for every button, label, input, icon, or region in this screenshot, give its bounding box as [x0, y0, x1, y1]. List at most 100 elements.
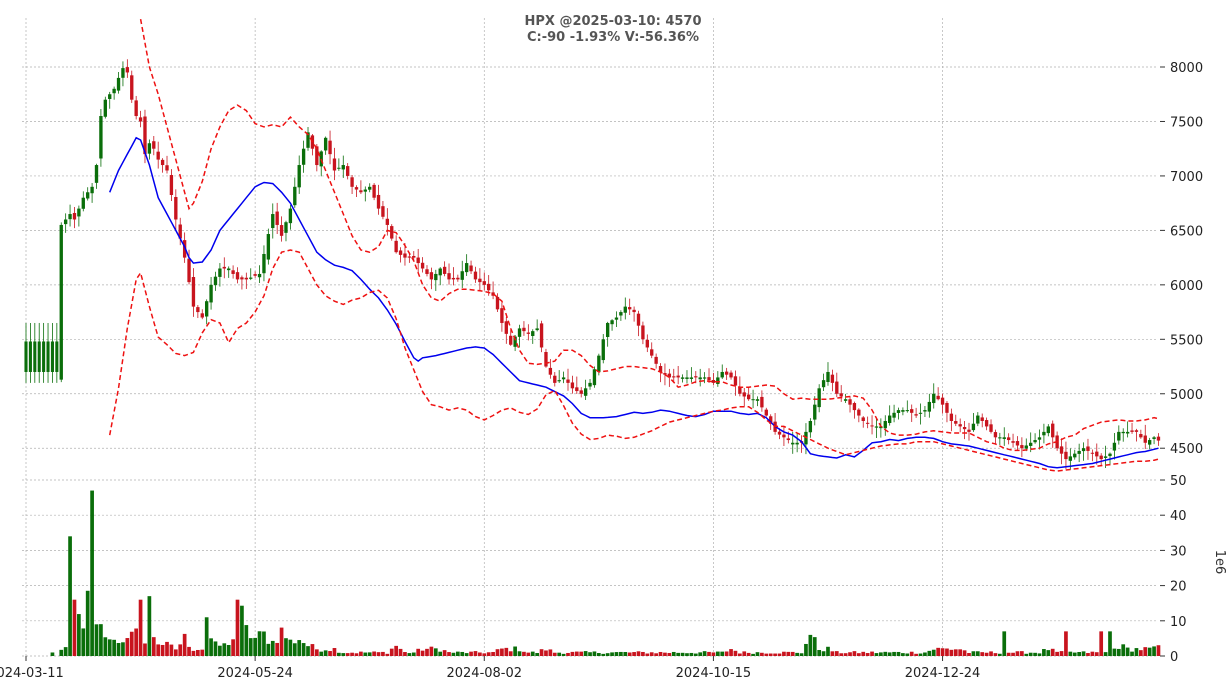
volume-bar [350, 652, 354, 656]
candle-body [222, 266, 226, 269]
volume-bar [398, 648, 403, 656]
candle-body [1081, 448, 1086, 452]
candle-body [923, 410, 927, 412]
candle-body [249, 277, 253, 279]
volume-bar [817, 650, 822, 656]
volume-bar [539, 649, 544, 656]
candle-body [632, 309, 636, 313]
volume-bar [63, 647, 68, 656]
volume-bar [989, 651, 993, 656]
volume-bar [909, 651, 914, 656]
candle-body [152, 141, 156, 149]
candle-body [81, 197, 85, 209]
candle-body [125, 67, 130, 73]
candle-body [451, 277, 456, 280]
candle-body [936, 395, 940, 400]
volume-bar [301, 643, 306, 656]
price-tick-label: 6500 [1170, 224, 1203, 239]
candle-body [196, 307, 200, 313]
volume-bar [755, 652, 760, 656]
candle-body [315, 146, 319, 166]
volume-bar [619, 651, 623, 656]
volume-bar [1050, 648, 1055, 656]
volume-bar [940, 648, 945, 656]
candle-body [517, 328, 522, 337]
candle-body [429, 272, 434, 280]
candle-body [998, 437, 1002, 439]
candle-body [306, 132, 310, 148]
volume-bar [1099, 631, 1104, 656]
candle-body [55, 341, 59, 372]
volume-bar [99, 624, 103, 656]
volume-bar [557, 652, 562, 656]
candle-body [650, 349, 654, 356]
volume-bar [993, 653, 998, 656]
volume-bar [1059, 651, 1064, 656]
candle-body [350, 177, 354, 187]
volume-bar [945, 648, 949, 656]
candle-body [729, 372, 733, 378]
volume-bar [425, 648, 429, 656]
candle-body [795, 442, 799, 445]
candle-body [412, 255, 416, 258]
candle-body [667, 373, 672, 378]
candle-body [108, 94, 112, 99]
volume-tick-label: 50 [1170, 474, 1187, 489]
volume-bar [1064, 631, 1068, 656]
volume-bar [495, 649, 500, 656]
price-tick-label: 5500 [1170, 333, 1203, 348]
candle-body [535, 328, 539, 331]
volume-bar [314, 649, 319, 656]
candle-body [147, 143, 152, 154]
volume-bar [760, 652, 764, 656]
volume-bar [85, 590, 90, 656]
candle-body [821, 380, 826, 388]
candle-body [403, 253, 407, 258]
candle-body [561, 377, 566, 380]
candle-body [209, 284, 213, 303]
volume-tick-label: 20 [1170, 580, 1187, 595]
candle-body [813, 404, 817, 420]
candle-body [777, 431, 782, 435]
candle-body [610, 320, 614, 325]
candle-body [487, 283, 491, 291]
volume-bar [768, 653, 773, 656]
volume-bar [116, 643, 121, 656]
volume-bar [698, 652, 703, 656]
volume-tick-label: 30 [1170, 544, 1187, 559]
volume-bar [288, 639, 293, 656]
candle-body [839, 393, 843, 397]
volume-bar [654, 653, 658, 656]
candle-body [469, 265, 473, 272]
volume-bar [733, 650, 738, 656]
price-tick-label: 5000 [1170, 388, 1203, 403]
candle-body [883, 420, 887, 429]
candle-body [1112, 442, 1117, 451]
volume-bar [156, 644, 161, 656]
candle-body [420, 262, 425, 269]
candle-body [989, 424, 993, 432]
volume-bar [385, 653, 390, 656]
volume-bar [883, 651, 888, 656]
volume-bar [592, 651, 597, 656]
volume-bar [125, 638, 130, 656]
volume-bar [508, 651, 513, 656]
candle-body [346, 166, 350, 176]
candle-body [99, 116, 103, 159]
volume-bar [1103, 652, 1108, 656]
upper-band-line [139, 18, 1159, 452]
volume-bar [843, 653, 848, 656]
volume-bar [500, 648, 504, 656]
price-tick-label: 8000 [1170, 61, 1203, 76]
candle-body [266, 234, 271, 260]
volume-bar [438, 651, 443, 656]
volume-bar [808, 634, 813, 656]
volume-bar [711, 652, 716, 656]
candle-body [293, 186, 297, 206]
volume-bar [147, 596, 152, 656]
volume-bar [782, 651, 786, 656]
volume-bar [918, 653, 923, 656]
candle-body [1033, 440, 1037, 443]
volume-bar [738, 653, 742, 656]
candle-body [240, 277, 244, 280]
